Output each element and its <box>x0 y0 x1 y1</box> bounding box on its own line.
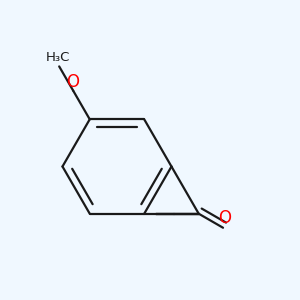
Text: O: O <box>66 73 79 91</box>
Text: O: O <box>218 209 231 227</box>
Text: H₃C: H₃C <box>45 51 70 64</box>
